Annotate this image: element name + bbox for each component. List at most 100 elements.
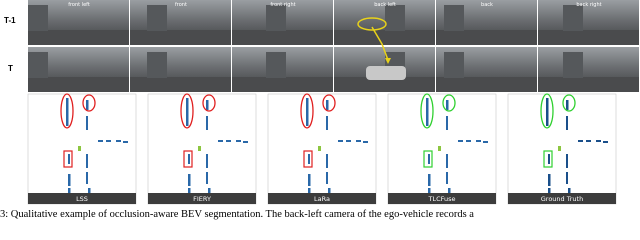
label-bar [508, 193, 616, 204]
panel-bg [147, 93, 257, 205]
bev-object [363, 141, 368, 143]
bev-object [603, 141, 608, 143]
occlusion-ellipse [82, 94, 96, 112]
bev-object [66, 98, 69, 126]
occlusion-box [303, 150, 313, 168]
method-label: FIERY [193, 195, 211, 203]
bev-object [206, 172, 208, 184]
occlusion-ellipse [562, 94, 576, 112]
label-bar [388, 193, 496, 204]
bev-object [116, 140, 121, 142]
occlusion-box [183, 150, 193, 168]
bev-object [308, 154, 310, 164]
camera-label: front right [270, 2, 295, 8]
bev-object [218, 140, 223, 142]
road [334, 77, 435, 92]
ego-vehicle [318, 146, 321, 151]
road [334, 30, 435, 45]
camera-label: front left [68, 2, 90, 8]
row-label: T [8, 64, 13, 73]
method-label: LSS [76, 195, 88, 203]
camera-label: back [481, 2, 493, 8]
building [266, 52, 286, 78]
bev-object [326, 100, 329, 110]
bev-object [86, 100, 89, 110]
road [130, 77, 231, 92]
road [538, 77, 639, 92]
bev-object [188, 188, 191, 194]
method-label: Ground Truth [541, 195, 583, 203]
ego-vehicle [198, 146, 201, 151]
ego-vehicle [78, 146, 81, 151]
bev-object [566, 100, 569, 110]
road [130, 30, 231, 45]
bev-object [548, 174, 551, 186]
bev-object [206, 116, 208, 130]
bev-object [446, 100, 449, 110]
bev-object [326, 154, 328, 168]
label-bar [148, 193, 256, 204]
bev-object [186, 98, 189, 126]
bev-object [98, 140, 103, 142]
bev-panel: Ground Truth [507, 93, 617, 205]
bev-object [226, 140, 231, 142]
bev-object [586, 140, 591, 142]
panel-bg [387, 93, 497, 205]
bev-object [86, 154, 88, 168]
bev-object [548, 154, 550, 164]
occlusion-ellipse [202, 94, 216, 112]
occlusion-ellipse [300, 93, 314, 129]
occlusion-ellipse [322, 94, 336, 112]
bev-object [346, 140, 351, 142]
bev-object [566, 172, 568, 184]
camera-grid: front left front front right back left back b… [28, 0, 639, 92]
car [366, 66, 406, 80]
road [28, 77, 129, 92]
bev-object [68, 188, 71, 194]
bev-object [428, 154, 430, 164]
bev-object [446, 154, 448, 168]
ego-vehicle [558, 146, 561, 151]
bev-object [86, 172, 88, 184]
occlusion-ellipse [420, 93, 434, 129]
bev-object [68, 154, 70, 164]
bev-object [328, 188, 331, 194]
building [266, 5, 286, 31]
bev-object [306, 98, 309, 126]
bev-object [428, 188, 431, 194]
bev-object [243, 141, 248, 143]
building [563, 52, 583, 78]
building [563, 5, 583, 31]
bev-object [208, 188, 211, 194]
bev-object [446, 172, 448, 184]
bev-panels: LSS FIERY LaRa TLCFuse Ground Truth [27, 93, 617, 205]
bev-object [426, 98, 429, 126]
bev-object [458, 140, 463, 142]
camera-label: back right [576, 2, 601, 8]
bev-object [86, 116, 88, 130]
occlusion-box [63, 150, 73, 168]
annotation-arrow [371, 26, 389, 61]
bev-object [326, 172, 328, 184]
caption: 3: Qualitative example of occlusion-awar… [0, 209, 474, 220]
building [28, 52, 48, 78]
bev-panel: FIERY [147, 93, 257, 205]
ego-vehicle [438, 146, 441, 151]
building [444, 5, 464, 31]
label-bar [28, 193, 136, 204]
highlight-ellipse [357, 17, 387, 31]
bev-panel: LSS [27, 93, 137, 205]
bev-panel: TLCFuse [387, 93, 497, 205]
bev-object [206, 154, 208, 168]
bev-object [546, 98, 549, 126]
method-label: LaRa [314, 195, 330, 203]
bev-object [596, 140, 601, 142]
bev-object [568, 188, 571, 194]
bev-object [68, 174, 71, 186]
bev-object [483, 141, 488, 143]
bev-object [308, 174, 311, 186]
road [538, 30, 639, 45]
bev-object [448, 188, 451, 194]
bev-object [566, 116, 568, 130]
bev-object [236, 140, 241, 142]
